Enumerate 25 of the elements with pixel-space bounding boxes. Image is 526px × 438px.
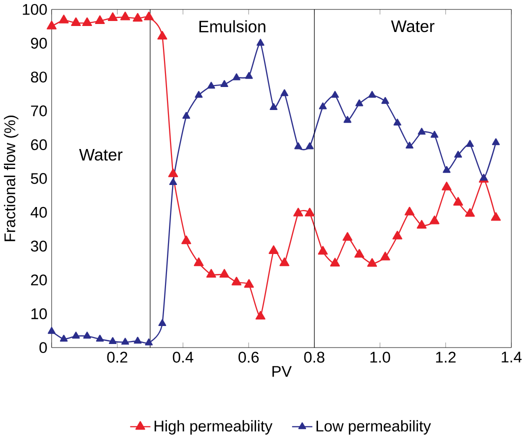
y-tick-label: 60: [31, 139, 47, 150]
legend-label: High permeability: [154, 420, 272, 435]
x-tick-label: 0.2: [107, 352, 128, 363]
y-tick-label: 80: [30, 72, 47, 83]
y-tick-label: 100: [22, 4, 47, 15]
x-tick-label: 1.4: [502, 352, 522, 362]
y-tick-label: 70: [31, 105, 47, 116]
y-tick-label: 10: [31, 308, 47, 320]
y-axis-title: Fractional flow (%): [4, 116, 18, 242]
y-tick-label: 50: [30, 173, 47, 184]
x-tick-label: 0.6: [238, 352, 259, 363]
x-tick-label: 1.2: [436, 352, 456, 363]
x-tick-label: 0.8: [304, 352, 324, 363]
x-tick-label: 0.4: [172, 352, 194, 363]
annotation: Emulsion: [199, 20, 266, 32]
annotation: Water: [79, 149, 122, 161]
x-axis-title: PV: [272, 366, 292, 377]
y-tick-label: 20: [31, 274, 47, 286]
x-tick-label: 1.0: [370, 352, 390, 363]
y-tick-label: 90: [31, 38, 47, 49]
y-tick-label: 40: [30, 206, 47, 218]
y-tick-label: 30: [30, 240, 47, 252]
y-tick-label: 0: [39, 342, 47, 354]
legend-label: Low permeability: [316, 420, 431, 435]
annotation: Water: [391, 20, 434, 32]
